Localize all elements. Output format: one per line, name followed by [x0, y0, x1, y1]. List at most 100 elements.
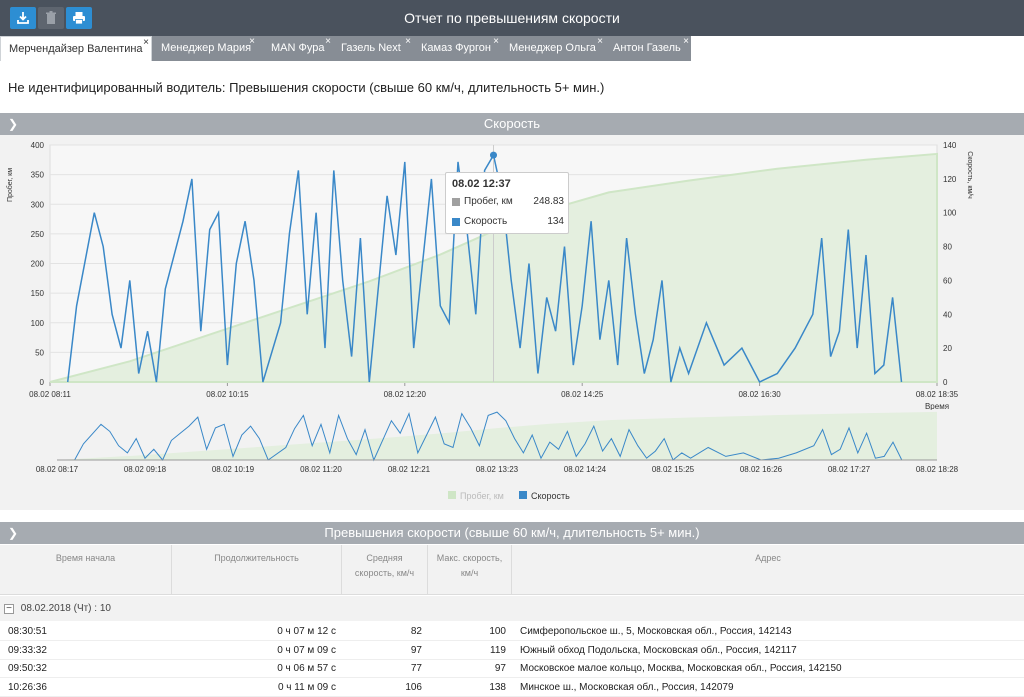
tab-kamaz-furgon[interactable]: Камаз Фургон ×	[413, 36, 501, 61]
download-icon	[17, 12, 29, 24]
y-left-tick: 0	[40, 378, 45, 387]
y-right-tick: 120	[943, 175, 957, 184]
tab-label: Мерчендайзер Валентина	[9, 43, 143, 55]
avg-speed-cell: 106	[405, 681, 422, 693]
max-speed-cell: 138	[489, 681, 506, 693]
x-tick-label: 08.02 18:35	[916, 390, 959, 399]
duration-cell: 0 ч 11 м 09 с	[277, 681, 336, 693]
column-start-time[interactable]: Время начала	[0, 545, 172, 595]
navigator-speed	[74, 411, 903, 462]
violations-panel-header[interactable]: ❯ Превышения скорости (свыше 60 км/ч, дл…	[0, 522, 1024, 544]
download-button[interactable]	[10, 7, 36, 29]
y-left-tick: 100	[31, 319, 45, 328]
chart-svg: 0 50 100 150 200 250 300 350 400 0 20 40 60 80 100 120 1…	[6, 141, 973, 501]
y-right-label: Скорость, км/ч	[966, 151, 973, 199]
page-title: Отчет по превышениям скорости	[404, 10, 620, 26]
tab-manager-olga[interactable]: Менеджер Ольга ×	[501, 36, 605, 61]
start-time-cell: 09:50:32	[8, 663, 47, 674]
violations-panel-title: Превышения скорости (свыше 60 км/ч, длит…	[324, 525, 700, 540]
tab-label: Менеджер Мария	[161, 42, 252, 54]
y-right-tick: 80	[943, 243, 952, 252]
x-tick-label: 08.02 10:15	[206, 390, 249, 399]
navigator-mileage	[57, 411, 937, 460]
y-right-tick: 60	[943, 276, 952, 285]
tab-manager-maria[interactable]: Менеджер Мария ×	[153, 36, 257, 61]
tab-label: Газель Next	[341, 42, 401, 54]
y-left-tick: 400	[31, 141, 45, 150]
table-row[interactable]: 08:30:51 0 ч 07 м 12 с 82 100 Симферопольско…	[0, 623, 1024, 641]
max-speed-cell: 119	[490, 644, 506, 656]
y-left-label: Пробег, км	[6, 168, 14, 202]
max-speed-cell: 97	[494, 663, 506, 674]
tooltip-speed-label: Скорость	[464, 216, 508, 227]
navigator-tick-label: 08.02 10:19	[212, 465, 255, 474]
legend-label: Скорость	[531, 491, 570, 501]
table-header: Время начала Продолжительность Средняя с…	[0, 545, 1024, 595]
y-right-tick: 0	[943, 378, 948, 387]
navigator-tick-label: 08.02 11:20	[300, 465, 342, 474]
highlight-point	[490, 151, 497, 159]
navigator-tick-label: 08.02 08:17	[36, 465, 79, 474]
duration-cell: 0 ч 07 м 12 с	[277, 626, 336, 637]
group-row[interactable]: − 08.02.2018 (Чт) : 10	[0, 596, 1024, 621]
delete-button[interactable]	[38, 7, 64, 29]
close-icon[interactable]: ×	[493, 36, 499, 47]
navigator-tick-label: 08.02 18:28	[916, 465, 959, 474]
avg-speed-cell: 82	[410, 626, 422, 637]
y-left-tick: 350	[31, 171, 45, 180]
close-icon[interactable]: ×	[405, 36, 411, 47]
y-left-tick: 50	[35, 348, 44, 357]
close-icon[interactable]: ×	[143, 37, 149, 48]
start-time-cell: 09:33:32	[8, 644, 47, 656]
y-left-tick: 150	[31, 289, 45, 298]
table-row[interactable]: 10:26:36 0 ч 11 м 09 с 106 138 Минское ш., М…	[0, 679, 1024, 697]
legend-label: Пробег, км	[460, 491, 504, 501]
table-row[interactable]: 09:33:32 0 ч 07 м 09 с 97 119 Южный обход По…	[0, 642, 1024, 660]
navigator-tick-label: 08.02 12:21	[388, 465, 431, 474]
tooltip-mileage-label: Пробег, км	[464, 196, 513, 207]
column-duration[interactable]: Продолжительность	[172, 545, 342, 595]
tooltip-speed-value: 134	[547, 216, 564, 227]
tooltip-speed-swatch	[452, 218, 460, 226]
column-address[interactable]: Адрес	[755, 553, 781, 563]
avg-speed-cell: 77	[410, 663, 422, 674]
x-tick-label: 08.02 14:25	[561, 390, 604, 399]
close-icon[interactable]: ×	[325, 36, 331, 47]
x-tick-label: 08.02 16:30	[738, 390, 781, 399]
speed-panel-header[interactable]: ❯ Скорость	[0, 113, 1024, 135]
navigator-tick-label: 08.02 17:27	[828, 465, 871, 474]
tab-man-fura[interactable]: MAN Фура ×	[263, 36, 333, 61]
address-cell: Симферопольское ш., 5, Московская обл., …	[520, 626, 792, 637]
tab-label: Антон Газель	[613, 42, 681, 54]
tab-gazel-next[interactable]: Газель Next ×	[333, 36, 413, 61]
tooltip-time: 08.02 12:37	[452, 178, 511, 190]
close-icon[interactable]: ×	[249, 36, 255, 47]
tooltip-mileage-value: 248.83	[533, 196, 564, 207]
tab-anton-gazel[interactable]: Антон Газель ×	[605, 36, 691, 61]
x-axis-label: Время	[925, 402, 949, 411]
print-button[interactable]	[66, 7, 92, 29]
collapse-toggle-icon[interactable]: −	[4, 604, 14, 614]
tab-strip	[152, 36, 691, 61]
start-time-cell: 10:26:36	[8, 681, 47, 693]
start-time-cell: 08:30:51	[8, 626, 47, 637]
address-cell: Московское малое кольцо, Москва, Московс…	[520, 663, 842, 674]
chevron-down-icon[interactable]: ❯	[8, 526, 19, 540]
speed-panel-title: Скорость	[483, 116, 541, 131]
speed-chart: 0 50 100 150 200 250 300 350 400 0 20 40 60 80 100 120 1…	[0, 135, 1024, 510]
tab-label: Камаз Фургон	[421, 42, 492, 54]
column-max-speed[interactable]: Макс. скорость, км/ч	[428, 545, 512, 595]
address-cell: Южный обход Подольска, Московская обл., …	[520, 644, 797, 656]
close-icon[interactable]: ×	[683, 36, 689, 47]
close-icon[interactable]: ×	[597, 36, 603, 47]
chevron-down-icon[interactable]: ❯	[8, 117, 19, 131]
tab-label: MAN Фура	[271, 42, 325, 54]
duration-cell: 0 ч 07 м 09 с	[277, 644, 336, 656]
y-right-tick: 140	[943, 141, 957, 150]
column-avg-speed[interactable]: Средняя скорость, км/ч	[342, 545, 428, 595]
table-row[interactable]: 09:50:32 0 ч 06 м 57 с 77 97 Московское мало…	[0, 660, 1024, 678]
chart-tooltip: 08.02 12:37 Пробег, км 248.83 Скорость 1…	[445, 172, 569, 234]
navigator-tick-label: 08.02 16:26	[740, 465, 783, 474]
tab-merchandiser-valentina[interactable]: Мерчендайзер Валентина ×	[0, 36, 152, 61]
tab-bar: Мерчендайзер Валентина × Менеджер Мария …	[0, 36, 1024, 61]
